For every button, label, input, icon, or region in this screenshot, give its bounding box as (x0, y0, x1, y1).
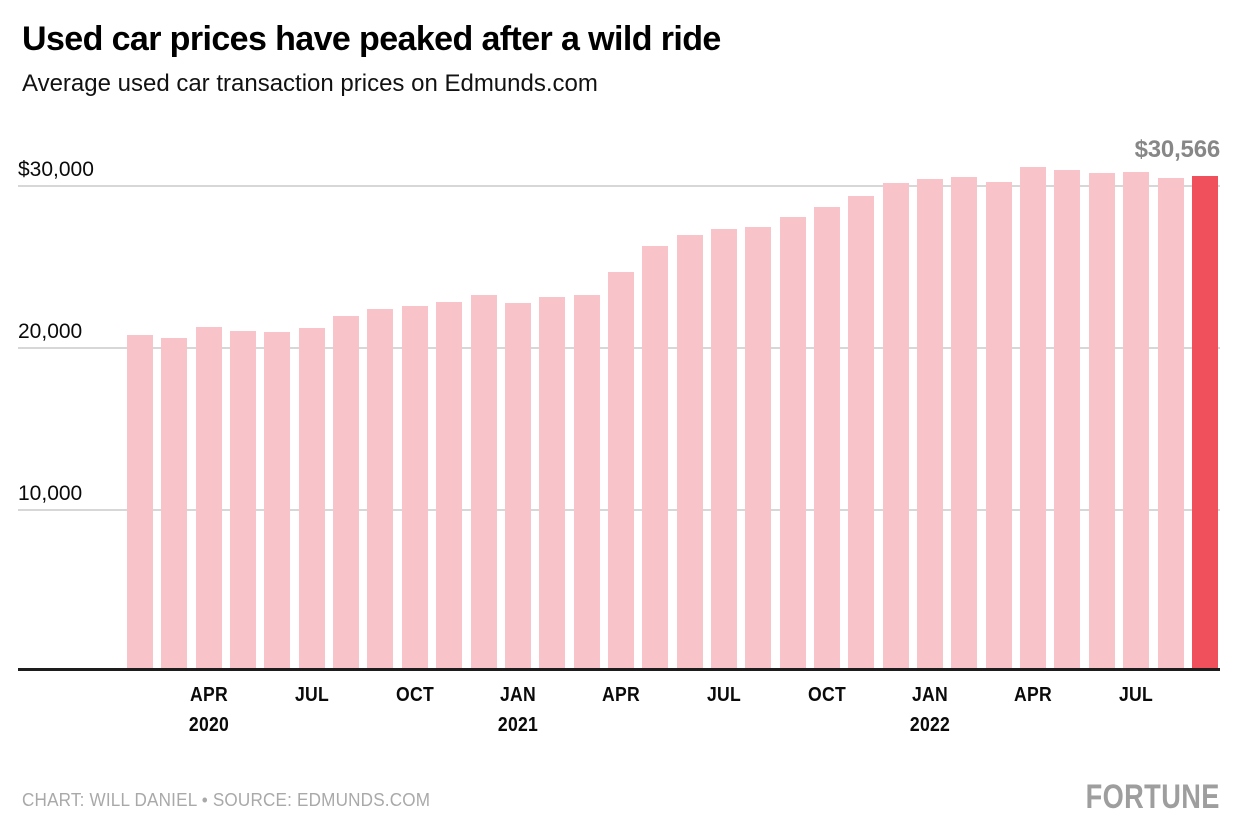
bar-mar-2022 (986, 182, 1012, 671)
x-tick-year-2022: 2022 (909, 714, 951, 736)
bar-sep-2020 (367, 309, 393, 671)
bar-sep-2021 (780, 217, 806, 671)
fortune-logo: FORTUNE (1085, 778, 1220, 816)
bar-feb-2020 (127, 335, 153, 671)
bar-aug-2020 (333, 316, 359, 671)
bar-jun-2020 (264, 332, 290, 671)
x-tick-jul-2021: JUL (706, 684, 742, 706)
x-tick-jan-2021: JAN (499, 684, 537, 706)
highlight-value-label: $30,566 (1134, 136, 1221, 163)
x-tick-jul-2022: JUL (1118, 684, 1154, 706)
y-axis-label-10000: 10,000 (18, 482, 83, 505)
chart-title: Used car prices have peaked after a wild… (22, 20, 721, 58)
x-tick-year-2021: 2021 (497, 714, 539, 736)
bar-apr-2021 (608, 272, 634, 671)
x-tick-apr-2020: APR (190, 684, 228, 706)
bar-nov-2021 (848, 196, 874, 671)
bar-apr-2022 (1020, 167, 1046, 671)
bar-nov-2020 (436, 302, 462, 671)
bar-jan-2022 (917, 179, 943, 671)
chart-subtitle: Average used car transaction prices on E… (22, 70, 598, 97)
x-tick-jul-2020: JUL (294, 684, 330, 706)
bar-oct-2020 (402, 306, 428, 671)
y-axis-label-30000: $30,000 (18, 158, 94, 181)
bar-aug-2022 (1158, 178, 1184, 671)
bar-aug-2021 (745, 227, 771, 671)
bar-jul-2022 (1123, 172, 1149, 671)
y-axis-label-20000: 20,000 (18, 320, 83, 343)
bar-jun-2022 (1089, 173, 1115, 671)
bar-feb-2022 (951, 177, 977, 671)
bar-oct-2021 (814, 207, 840, 671)
bar-jul-2021 (711, 229, 737, 671)
bar-may-2021 (642, 246, 668, 671)
bar-sep-2022 (1192, 176, 1218, 671)
bar-jan-2021 (505, 303, 531, 671)
credit-line: CHART: WILL DANIEL • SOURCE: EDMUNDS.COM (22, 790, 431, 810)
bar-jun-2021 (677, 235, 703, 671)
x-tick-apr-2021: APR (602, 684, 640, 706)
x-tick-jan-2022: JAN (911, 684, 949, 706)
bar-may-2022 (1054, 170, 1080, 671)
x-tick-oct-2021: OCT (808, 684, 846, 706)
x-tick-apr-2022: APR (1014, 684, 1052, 706)
x-axis-baseline (18, 668, 1220, 671)
bar-jul-2020 (299, 328, 325, 671)
bar-feb-2021 (539, 297, 565, 671)
bar-may-2020 (230, 331, 256, 671)
bar-dec-2020 (471, 295, 497, 671)
bar-mar-2021 (574, 295, 600, 671)
gridline-30000 (18, 185, 1220, 187)
x-tick-year-2020: 2020 (188, 714, 230, 736)
x-tick-oct-2020: OCT (396, 684, 434, 706)
bar-apr-2020 (196, 327, 222, 671)
bar-mar-2020 (161, 338, 187, 671)
bar-dec-2021 (883, 183, 909, 671)
